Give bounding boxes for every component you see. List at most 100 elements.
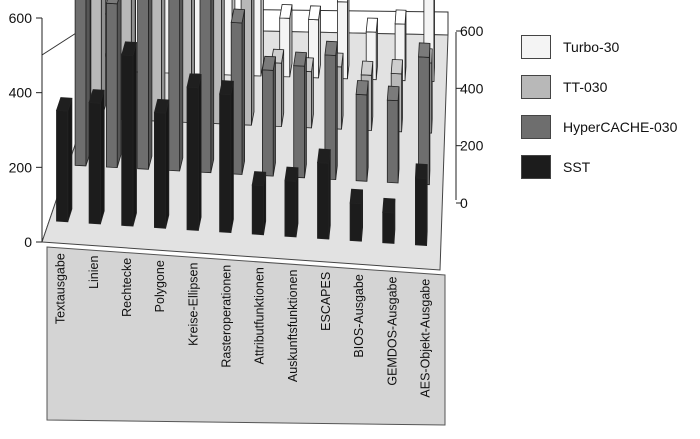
bar-top — [336, 0, 349, 3]
bar-top — [55, 97, 73, 112]
bar-hypercache-030-aes-objekt-ausgabe — [418, 42, 431, 186]
bar-sst-rasteroperationen — [219, 80, 234, 234]
bar-hypercache-030-linien — [105, 0, 122, 169]
category-label-bios-ausgabe: BIOS-Ausgabe — [352, 274, 366, 357]
bar-front — [186, 86, 199, 231]
bar-top — [261, 55, 276, 71]
legend: Turbo-30 TT-030 HyperCACHE-030 SST — [521, 28, 696, 188]
bar-hypercache-030-kreise-ellipsen — [199, 0, 215, 174]
bar-top — [279, 4, 293, 19]
bar-top — [414, 163, 428, 180]
bar-top — [365, 17, 378, 33]
bar-front — [219, 93, 232, 234]
legend-swatch-hypercache-030 — [521, 115, 551, 139]
category-label-polygone: Polygone — [153, 260, 167, 312]
y-tick-label-left-600: 600 — [9, 10, 33, 26]
bar-front — [153, 112, 167, 229]
bar-front — [74, 0, 87, 167]
bar-front — [137, 0, 149, 170]
bar-front — [284, 180, 297, 238]
bar-sst-attributfunktionen — [251, 171, 267, 236]
bar-top — [105, 0, 119, 5]
bar-front — [317, 162, 330, 240]
bar-sst-kreise-ellipsen — [186, 73, 202, 231]
bar-side — [147, 0, 153, 170]
legend-swatch-tt-030 — [521, 75, 551, 99]
bar-top — [153, 98, 170, 114]
bar-hypercache-030-gemdos-ausgabe — [386, 85, 400, 184]
legend-item-turbo-30: Turbo-30 — [521, 28, 696, 66]
bar-top — [390, 59, 403, 75]
bar-top — [121, 41, 138, 57]
category-base-face — [46, 246, 446, 426]
bar-front — [261, 69, 274, 177]
category-label-rasteroperationen: Rasteroperationen — [219, 265, 233, 368]
category-label-auskunftsfunktionen: Auskunftsfunktionen — [286, 270, 300, 383]
bar-hypercache-030-attributfunktionen — [261, 55, 276, 177]
bar-sst-textausgabe — [55, 97, 73, 223]
bar-front — [56, 109, 69, 223]
bar-front — [414, 177, 428, 247]
bar-sst-auskunftsfunktionen — [284, 166, 299, 238]
bar-side — [250, 0, 255, 126]
bar-top — [284, 166, 299, 182]
bar-top — [88, 89, 105, 104]
bar-side — [132, 42, 137, 227]
legend-label-sst: SST — [563, 159, 591, 175]
bar-side — [179, 0, 184, 172]
bar-sst-bios-ausgabe — [349, 188, 364, 242]
bar-front — [251, 184, 264, 236]
legend-swatch-sst — [521, 155, 551, 179]
legend-label-hypercache-030: HyperCACHE-030 — [563, 119, 678, 135]
bar-top — [324, 40, 338, 56]
bar-sst-escapes — [317, 148, 331, 240]
y-tick-label-left-200: 200 — [9, 159, 33, 175]
bar-front — [121, 54, 134, 227]
bar-side — [100, 90, 105, 225]
bar-hypercache-030-textausgabe — [74, 0, 91, 167]
bar-top — [293, 51, 307, 67]
bar-top — [360, 60, 374, 76]
y-tick-label-right-200: 200 — [460, 138, 484, 154]
bar-top — [382, 197, 396, 214]
bar-top — [418, 42, 431, 58]
y-tick-label-left-0: 0 — [24, 234, 32, 250]
bar-front — [349, 202, 362, 242]
bar-top — [394, 9, 407, 25]
bar-sst-aes-objekt-ausgabe — [414, 163, 428, 247]
bar-sst-polygone — [153, 98, 170, 229]
legend-item-hypercache-030: HyperCACHE-030 — [521, 108, 696, 146]
bar-top — [308, 5, 321, 21]
bar-sst-linien — [88, 89, 105, 225]
bar-front — [88, 102, 101, 225]
bar-front — [355, 93, 368, 182]
y-tick-label-right-0: 0 — [460, 195, 468, 211]
bar-top — [186, 73, 202, 89]
bar-top — [355, 80, 369, 96]
legend-label-turbo-30: Turbo-30 — [563, 39, 620, 55]
bar-hypercache-030-auskunftsfunktionen — [293, 51, 307, 179]
bar-top — [219, 80, 234, 96]
bar-hypercache-030-rasteroperationen — [230, 8, 246, 175]
category-label-rechtecke: Rechtecke — [120, 258, 134, 317]
y-tick-label-right-600: 600 — [460, 23, 484, 39]
bar-sst-rechtecke — [121, 41, 138, 227]
bar-front — [106, 2, 118, 169]
y-tick-label-right-400: 400 — [460, 80, 484, 96]
bar-front — [386, 99, 399, 184]
category-label-aes-objekt-ausgabe: AES-Objekt-Ausgabe — [418, 279, 432, 398]
bar-side — [165, 99, 170, 229]
bar-side — [67, 98, 73, 222]
category-label-textausgabe: Textausgabe — [54, 253, 68, 324]
bar-front — [293, 65, 305, 179]
legend-item-sst: SST — [521, 148, 696, 186]
legend-swatch-turbo-30 — [521, 35, 551, 59]
bar-top — [317, 148, 331, 164]
bar-front — [168, 0, 181, 172]
y-tick-label-left-400: 400 — [9, 85, 33, 101]
bar-hypercache-030-escapes — [324, 40, 338, 181]
bar-top — [386, 85, 400, 102]
category-label-escapes: ESCAPES — [319, 272, 333, 331]
